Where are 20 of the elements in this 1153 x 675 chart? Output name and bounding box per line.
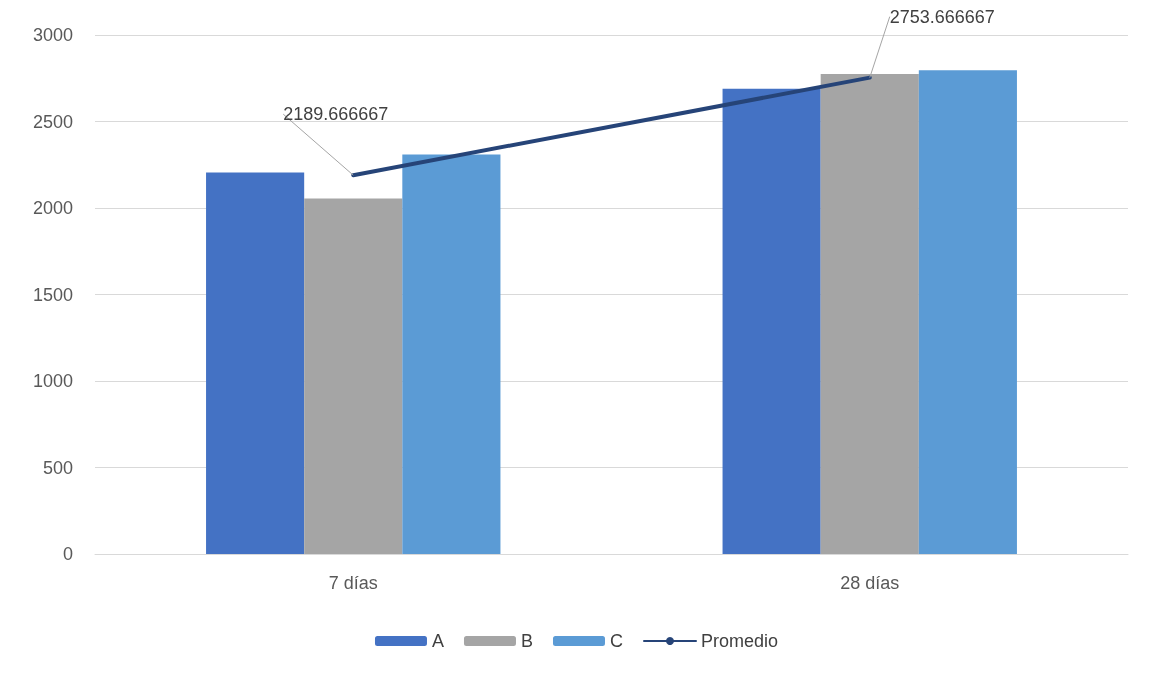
y-tick-label: 2000 <box>32 198 73 218</box>
data-label: 2753.666667 <box>889 6 995 27</box>
legend-label: C <box>609 631 623 651</box>
bar <box>722 88 821 554</box>
y-tick-label: 1500 <box>32 284 73 305</box>
bar <box>918 70 1017 554</box>
x-tick-label: 28 días <box>840 573 900 593</box>
legend-label: A <box>431 631 444 651</box>
y-tick-label: 2500 <box>32 111 73 132</box>
y-tick-label: 0 <box>62 544 73 564</box>
legend-label: Promedio <box>700 631 779 651</box>
y-tick-label: 500 <box>42 457 73 478</box>
y-tick-label: 1000 <box>32 371 73 391</box>
bar <box>206 172 305 554</box>
bar <box>304 198 403 554</box>
x-tick-label: 7 días <box>328 573 378 593</box>
y-tick-label: 3000 <box>32 25 73 45</box>
legend-label: B <box>520 631 533 651</box>
bar <box>402 154 501 554</box>
data-label: 2189.666667 <box>283 104 389 125</box>
